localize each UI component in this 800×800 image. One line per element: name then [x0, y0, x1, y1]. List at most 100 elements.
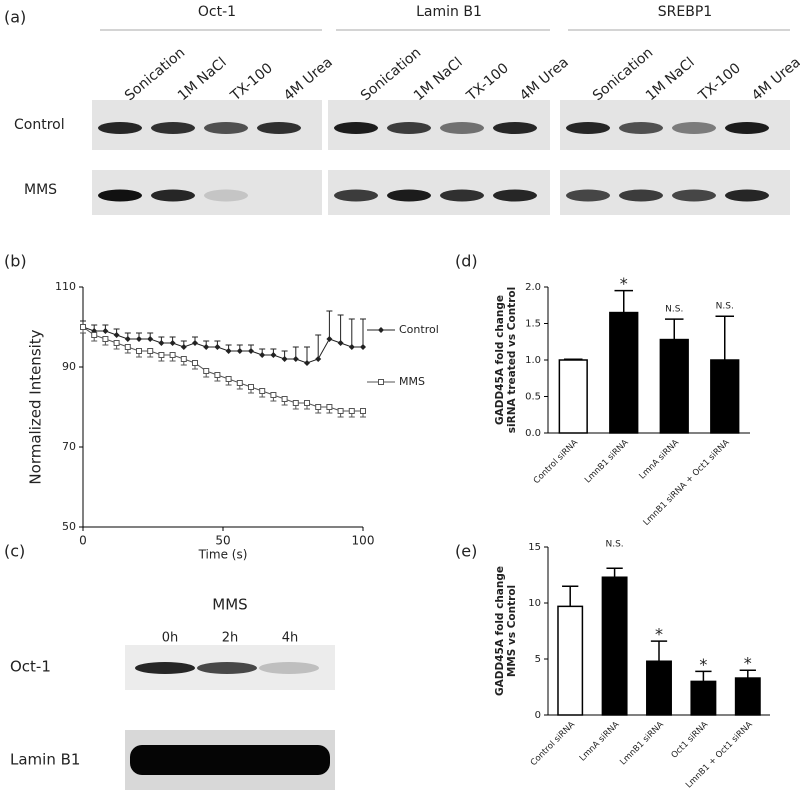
- marker: [326, 404, 333, 410]
- y-axis-label: GADD45A fold change: [494, 566, 506, 696]
- band: [257, 122, 301, 134]
- marker: [124, 344, 131, 350]
- band: [493, 122, 537, 134]
- band: [387, 122, 431, 134]
- x-tick-label: 50: [215, 534, 230, 548]
- marker: [337, 340, 344, 346]
- row-label: Lamin B1: [10, 751, 80, 769]
- marker: [360, 408, 366, 414]
- marker: [203, 368, 210, 374]
- marker: [304, 360, 310, 366]
- x-tick-label: 100: [352, 534, 375, 548]
- panel-label: (b): [4, 252, 27, 271]
- y-tick-label: 0: [535, 710, 541, 721]
- marker: [270, 352, 277, 358]
- blot-title: Oct-1: [198, 4, 236, 20]
- bar: [734, 677, 761, 716]
- significance: N.S.: [606, 540, 624, 550]
- marker: [180, 356, 187, 362]
- band: [98, 189, 142, 202]
- band: [204, 122, 248, 134]
- bar: [609, 311, 639, 434]
- bar: [690, 680, 717, 716]
- significance: *: [744, 654, 752, 673]
- band: [440, 189, 484, 202]
- marker: [80, 324, 86, 330]
- panel-label: (c): [4, 542, 25, 561]
- band: [197, 662, 257, 674]
- marker: [225, 376, 232, 382]
- marker: [348, 408, 355, 414]
- error-bar: [360, 318, 366, 347]
- marker: [315, 404, 322, 410]
- band: [566, 189, 610, 202]
- band: [619, 189, 663, 202]
- legend-marker: [378, 327, 384, 333]
- y-axis-label: MMS vs Control: [506, 585, 518, 677]
- x-tick-label: 0: [79, 534, 87, 548]
- panel-label: (a): [4, 8, 26, 27]
- marker: [292, 356, 299, 362]
- marker: [315, 356, 322, 362]
- marker: [360, 344, 366, 350]
- panel-label: (d): [455, 252, 478, 271]
- blot-title: SREBP1: [658, 4, 712, 20]
- timepoint: 2h: [222, 631, 239, 646]
- band: [440, 122, 484, 134]
- marker: [91, 332, 98, 338]
- band: [151, 122, 195, 134]
- band: [619, 122, 663, 134]
- y-axis-label: GADD45A fold change: [494, 295, 506, 425]
- band: [672, 189, 716, 202]
- error-bar: [664, 318, 684, 340]
- marker: [203, 344, 210, 350]
- marker: [192, 340, 198, 346]
- marker: [180, 344, 187, 350]
- y-tick-label: 50: [62, 520, 76, 533]
- marker: [259, 352, 266, 358]
- marker: [169, 352, 176, 358]
- significance: N.S.: [716, 302, 734, 312]
- y-tick-label: 70: [62, 440, 76, 453]
- significance: *: [699, 655, 707, 674]
- error-bar: [348, 318, 355, 347]
- error-bar: [650, 640, 668, 662]
- y-tick-label: 10: [528, 598, 541, 609]
- blot-title: Lamin B1: [416, 4, 482, 20]
- error-bar: [337, 314, 344, 343]
- band: [493, 189, 537, 202]
- error-bar: [715, 315, 735, 360]
- error-bar: [739, 669, 756, 679]
- marker: [292, 400, 299, 406]
- legend-marker: [378, 379, 384, 385]
- x-axis-label: Time (s): [198, 548, 248, 562]
- error-bar: [315, 334, 322, 359]
- band: [204, 189, 248, 202]
- timepoint: 4h: [282, 631, 299, 646]
- marker: [248, 384, 254, 390]
- y-tick-label: 2.0: [525, 282, 541, 293]
- marker: [281, 396, 288, 402]
- marker: [136, 336, 142, 342]
- marker: [337, 408, 344, 414]
- marker: [326, 336, 333, 342]
- y-tick-label: 90: [62, 360, 76, 373]
- y-tick-label: 5: [535, 654, 541, 665]
- y-tick-label: 0.0: [525, 428, 541, 439]
- significance: *: [655, 625, 663, 644]
- band: [259, 662, 319, 674]
- legend-label: Control: [399, 323, 439, 336]
- row-label: Control: [14, 117, 65, 133]
- band: [130, 745, 330, 775]
- marker: [147, 348, 154, 354]
- marker: [169, 340, 176, 346]
- y-axis-label: Normalized Intensity: [27, 329, 45, 484]
- marker: [136, 348, 142, 354]
- band: [566, 122, 610, 134]
- bar: [710, 359, 740, 434]
- y-tick-label: 0.5: [525, 392, 541, 403]
- bar: [646, 660, 672, 716]
- bar: [659, 338, 689, 434]
- y-tick-label: 1.5: [525, 319, 541, 330]
